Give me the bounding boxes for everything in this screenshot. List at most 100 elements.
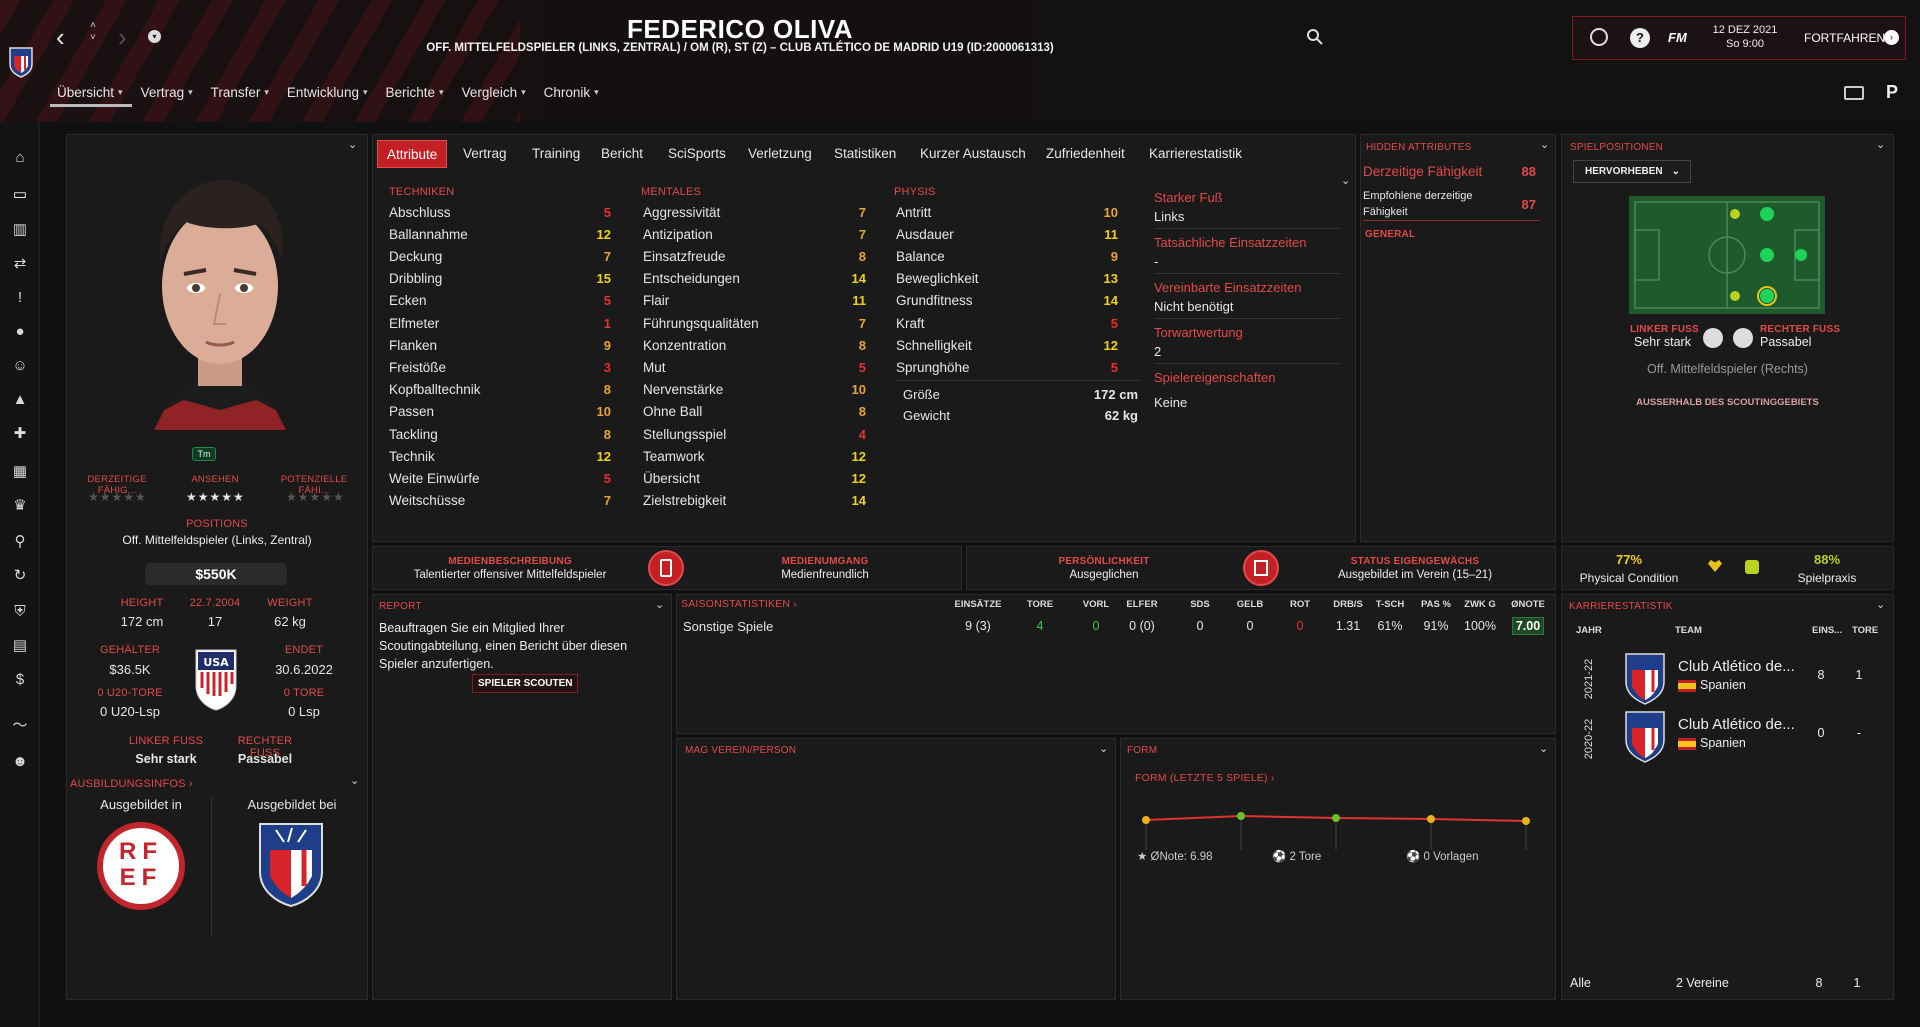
paypal-icon[interactable]: P bbox=[1886, 82, 1899, 102]
attribute-row[interactable]: Führungsqualitäten 7 bbox=[643, 312, 866, 334]
attribute-row[interactable]: Ballannahme 12 bbox=[389, 223, 611, 245]
tab-stats[interactable]: Statistiken bbox=[834, 146, 897, 161]
club-vision-icon[interactable]: ⛨ bbox=[14, 603, 26, 620]
chevron-down-icon[interactable]: ⌄ bbox=[1341, 175, 1351, 187]
menu-contract[interactable]: Vertrag ▾ bbox=[140, 85, 193, 100]
season-stat-header[interactable]: VORL bbox=[1082, 599, 1110, 610]
chevron-down-icon[interactable]: ⌄ bbox=[1540, 139, 1550, 151]
attribute-row[interactable]: Nervenstärke 10 bbox=[643, 379, 866, 401]
forward-arrow-icon[interactable]: › bbox=[118, 22, 127, 52]
staff-icon[interactable]: ☺ bbox=[12, 357, 28, 374]
tab-interaction[interactable]: Kurzer Austausch bbox=[920, 146, 1026, 161]
tab-training[interactable]: Training bbox=[532, 146, 581, 161]
tab-contract[interactable]: Vertrag bbox=[463, 146, 507, 161]
scout-player-button[interactable]: SPIELER SCOUTEN bbox=[472, 674, 579, 693]
money-icon[interactable]: $ bbox=[15, 671, 25, 688]
attribute-row[interactable]: Dribbling 15 bbox=[389, 268, 611, 290]
tactics-icon[interactable]: ⇄ bbox=[13, 255, 27, 272]
attribute-row[interactable]: Grundfitness 14 bbox=[896, 290, 1118, 312]
back-arrow-icon[interactable]: ‹ bbox=[56, 22, 65, 52]
attribute-row[interactable]: Technik 12 bbox=[389, 445, 611, 467]
menu-history[interactable]: Chronik ▾ bbox=[543, 85, 599, 100]
chevron-down-icon[interactable]: ⌄ bbox=[1876, 139, 1886, 151]
season-stats-title[interactable]: SAISONSTATISTIKEN › bbox=[681, 598, 798, 610]
attribute-row[interactable]: Einsatzfreude 8 bbox=[643, 245, 866, 267]
attribute-row[interactable]: Teamwork 12 bbox=[643, 445, 866, 467]
training-icon[interactable]: ▲ bbox=[12, 391, 28, 408]
attribute-row[interactable]: Deckung 7 bbox=[389, 245, 611, 267]
continue-arrow-icon[interactable]: › bbox=[1884, 30, 1899, 45]
season-stat-header[interactable]: T-SCH bbox=[1375, 599, 1405, 610]
tab-report[interactable]: Bericht bbox=[601, 146, 644, 161]
club-crest-icon[interactable] bbox=[8, 46, 34, 78]
finances-icon[interactable]: ▤ bbox=[12, 637, 28, 654]
home-icon[interactable]: ⌂ bbox=[15, 149, 25, 166]
trophy-icon[interactable]: ♛ bbox=[13, 497, 27, 514]
chevron-down-icon[interactable]: ⌄ bbox=[1539, 743, 1549, 755]
chevron-down-icon[interactable]: ⌄ bbox=[350, 775, 360, 787]
inbox-icon[interactable]: ▭ bbox=[12, 186, 28, 203]
career-row[interactable]: 2021-22 Club Atlético de... Spanien 8 1 bbox=[1574, 650, 1884, 708]
season-stat-header[interactable]: ELFER bbox=[1126, 599, 1158, 610]
attribute-row[interactable]: Ecken 5 bbox=[389, 290, 611, 312]
usa-flag-icon[interactable]: USA bbox=[194, 648, 238, 712]
attribute-row[interactable]: Abschluss 5 bbox=[389, 201, 611, 223]
reports-icon[interactable]: ! bbox=[17, 289, 23, 306]
match-icon[interactable]: ● bbox=[15, 323, 25, 340]
attribute-row[interactable]: Übersicht 12 bbox=[643, 467, 866, 489]
tab-injury[interactable]: Verletzung bbox=[748, 146, 812, 161]
fm-logo[interactable]: FM bbox=[1668, 30, 1687, 45]
attribute-row[interactable]: Aggressivität 7 bbox=[643, 201, 866, 223]
attribute-row[interactable]: Kopfballtechnik 8 bbox=[389, 379, 611, 401]
continue-button[interactable]: FORTFAHREN bbox=[1804, 31, 1886, 45]
season-stat-header[interactable]: DRB/S bbox=[1333, 599, 1363, 610]
attribute-row[interactable]: Weite Einwürfe 5 bbox=[389, 467, 611, 489]
development-icon[interactable]: 〜 bbox=[12, 717, 28, 734]
chevron-down-icon[interactable]: ⌄ bbox=[348, 139, 358, 151]
options-icon[interactable]: ▾ bbox=[148, 30, 161, 43]
attribute-row[interactable]: Konzentration 8 bbox=[643, 334, 866, 356]
season-stat-header[interactable]: ØNOTE bbox=[1511, 599, 1545, 610]
chevron-down-icon[interactable]: ⌄ bbox=[1099, 743, 1109, 755]
search-icon[interactable] bbox=[1306, 28, 1324, 51]
attribute-row[interactable]: Schnelligkeit 12 bbox=[896, 334, 1118, 356]
up-down-icon[interactable]: ˄ ˅ bbox=[90, 20, 96, 43]
season-stat-header[interactable]: TORE bbox=[1026, 599, 1054, 610]
manager-icon[interactable]: ☻ bbox=[12, 753, 28, 770]
season-stat-header[interactable]: EINSÄTZE bbox=[954, 599, 1002, 610]
season-stat-header[interactable]: GELB bbox=[1236, 599, 1264, 610]
attribute-row[interactable]: Stellungsspiel 4 bbox=[643, 423, 866, 445]
attribute-row[interactable]: Mut 5 bbox=[643, 356, 866, 378]
attribute-row[interactable]: Passen 10 bbox=[389, 401, 611, 423]
highlight-dropdown[interactable]: HERVORHEBEN ⌄ bbox=[1573, 160, 1691, 183]
squad-icon[interactable]: ▥ bbox=[12, 221, 28, 238]
attribute-row[interactable]: Zielstrebigkeit 14 bbox=[643, 490, 866, 512]
season-stat-header[interactable]: PAS % bbox=[1421, 599, 1451, 610]
menu-overview[interactable]: Übersicht ▾ bbox=[57, 85, 123, 100]
chevron-down-icon[interactable]: ⌄ bbox=[1876, 599, 1886, 611]
globe-icon[interactable] bbox=[1590, 28, 1608, 46]
medical-icon[interactable]: ✚ bbox=[13, 425, 27, 442]
attribute-row[interactable]: Kraft 5 bbox=[896, 312, 1118, 334]
attribute-row[interactable]: Elfmeter 1 bbox=[389, 312, 611, 334]
career-row[interactable]: 2020-22 Club Atlético de... Spanien 0 - bbox=[1574, 708, 1884, 766]
season-stat-header[interactable]: ZWK G bbox=[1464, 599, 1496, 610]
menu-transfer[interactable]: Transfer ▾ bbox=[210, 85, 269, 100]
tab-attribute[interactable]: Attribute bbox=[377, 140, 448, 168]
tab-career-stats[interactable]: Karrierestatistik bbox=[1149, 146, 1243, 161]
attribute-row[interactable]: Antizipation 7 bbox=[643, 223, 866, 245]
calendar-icon[interactable]: ▦ bbox=[12, 463, 28, 480]
attribute-row[interactable]: Tackling 8 bbox=[389, 423, 611, 445]
scouting-icon[interactable]: ⚲ bbox=[14, 533, 26, 550]
attribute-row[interactable]: Flanken 9 bbox=[389, 334, 611, 356]
tab-scisports[interactable]: SciSports bbox=[668, 146, 726, 161]
atletico-crest-icon[interactable] bbox=[256, 820, 326, 910]
monitor-icon[interactable] bbox=[1844, 86, 1864, 100]
menu-development[interactable]: Entwicklung ▾ bbox=[286, 85, 368, 100]
season-stat-header[interactable]: ROT bbox=[1289, 599, 1311, 610]
tab-happiness[interactable]: Zufriedenheit bbox=[1046, 146, 1125, 161]
attribute-row[interactable]: Ausdauer 11 bbox=[896, 223, 1118, 245]
attribute-row[interactable]: Flair 11 bbox=[643, 290, 866, 312]
training-info-link[interactable]: AUSBILDUNGSINFOS › bbox=[70, 778, 193, 790]
attribute-row[interactable]: Ohne Ball 8 bbox=[643, 401, 866, 423]
